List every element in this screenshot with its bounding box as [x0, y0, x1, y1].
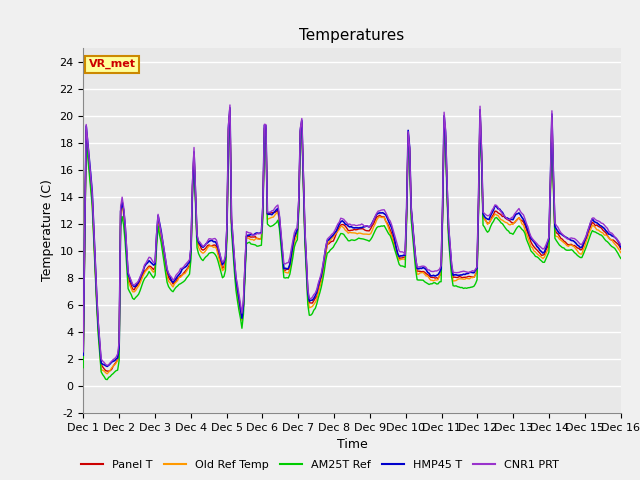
- Old Ref Temp: [617, 250, 625, 255]
- Old Ref Temp: [269, 214, 277, 220]
- Old Ref Temp: [79, 359, 87, 364]
- CNR1 PRT: [317, 270, 325, 276]
- AM25T Ref: [269, 222, 277, 228]
- Old Ref Temp: [590, 223, 598, 229]
- Text: VR_met: VR_met: [88, 59, 136, 69]
- Legend: Panel T, Old Ref Temp, AM25T Ref, HMP45 T, CNR1 PRT: Panel T, Old Ref Temp, AM25T Ref, HMP45 …: [77, 456, 563, 474]
- Panel T: [617, 246, 625, 252]
- HMP45 T: [269, 210, 277, 216]
- Old Ref Temp: [147, 265, 154, 271]
- Panel T: [269, 210, 277, 216]
- CNR1 PRT: [243, 228, 250, 234]
- Line: Old Ref Temp: Old Ref Temp: [83, 110, 621, 374]
- HMP45 T: [103, 363, 111, 369]
- CNR1 PRT: [269, 207, 277, 213]
- AM25T Ref: [317, 284, 325, 290]
- Panel T: [79, 356, 87, 361]
- Line: AM25T Ref: AM25T Ref: [83, 120, 621, 380]
- Old Ref Temp: [317, 278, 325, 284]
- CNR1 PRT: [79, 349, 87, 355]
- CNR1 PRT: [617, 242, 625, 248]
- CNR1 PRT: [260, 121, 268, 127]
- Line: HMP45 T: HMP45 T: [83, 108, 621, 366]
- AM25T Ref: [79, 365, 87, 371]
- HMP45 T: [260, 122, 268, 128]
- Panel T: [105, 368, 113, 374]
- HMP45 T: [147, 259, 154, 265]
- Panel T: [147, 264, 154, 269]
- AM25T Ref: [260, 134, 268, 140]
- Panel T: [226, 108, 234, 113]
- HMP45 T: [226, 105, 234, 111]
- Title: Temperatures: Temperatures: [300, 28, 404, 43]
- CNR1 PRT: [147, 255, 154, 261]
- HMP45 T: [590, 218, 598, 224]
- AM25T Ref: [226, 117, 234, 122]
- HMP45 T: [243, 233, 250, 239]
- AM25T Ref: [243, 241, 250, 247]
- Old Ref Temp: [226, 107, 234, 113]
- HMP45 T: [317, 273, 325, 279]
- HMP45 T: [617, 244, 625, 250]
- CNR1 PRT: [103, 362, 111, 368]
- Panel T: [243, 233, 250, 239]
- Old Ref Temp: [243, 235, 250, 241]
- HMP45 T: [79, 352, 87, 358]
- CNR1 PRT: [590, 215, 598, 221]
- Old Ref Temp: [103, 371, 111, 377]
- Panel T: [317, 276, 325, 282]
- CNR1 PRT: [226, 102, 234, 108]
- Old Ref Temp: [260, 128, 268, 133]
- AM25T Ref: [617, 255, 625, 261]
- Panel T: [590, 221, 598, 227]
- Y-axis label: Temperature (C): Temperature (C): [41, 180, 54, 281]
- Panel T: [260, 125, 268, 131]
- Line: CNR1 PRT: CNR1 PRT: [83, 105, 621, 365]
- X-axis label: Time: Time: [337, 438, 367, 451]
- Line: Panel T: Panel T: [83, 110, 621, 371]
- AM25T Ref: [103, 377, 111, 383]
- AM25T Ref: [147, 271, 154, 276]
- AM25T Ref: [590, 229, 598, 235]
